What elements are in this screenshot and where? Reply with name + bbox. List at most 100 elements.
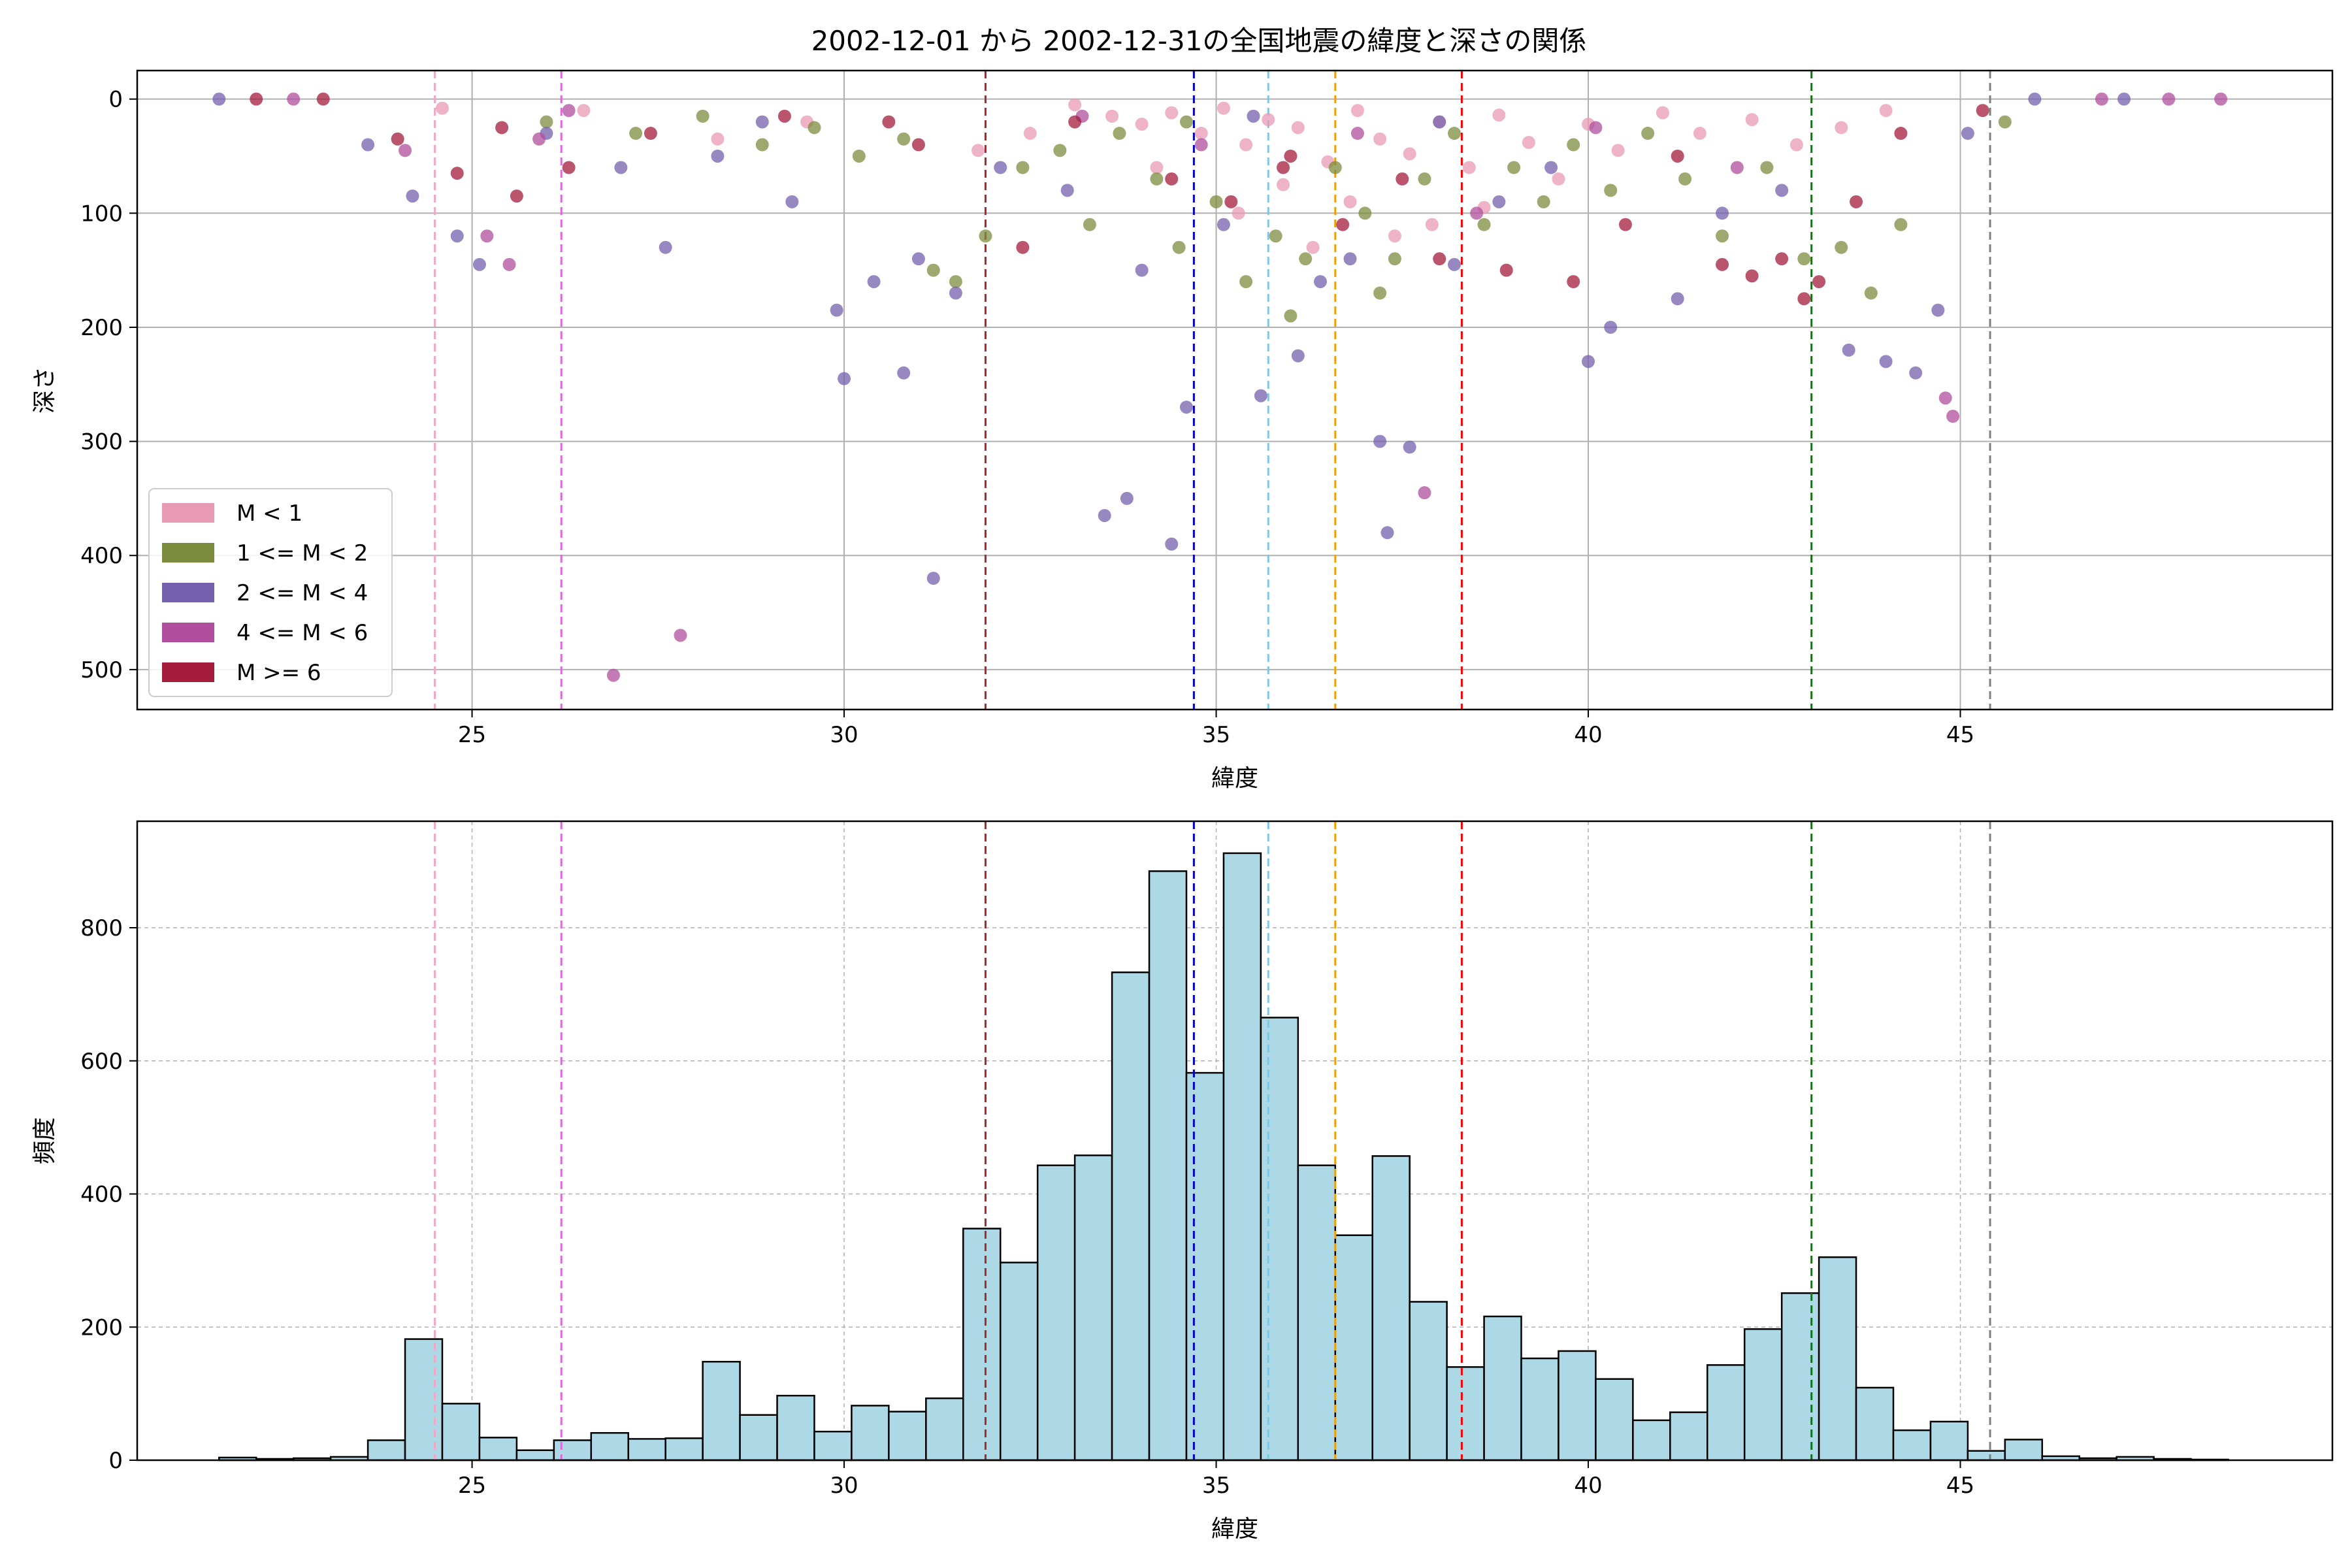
scatter-point (1299, 252, 1313, 266)
scatter-point (777, 109, 791, 123)
scatter-point (614, 161, 628, 174)
scatter-point (1209, 195, 1223, 208)
scatter-point (911, 138, 925, 152)
scatter-point (1068, 115, 1082, 129)
scatter-point (926, 572, 940, 585)
histogram-bar (1818, 1256, 1857, 1462)
scatter-point (406, 189, 419, 203)
scatter-point (1671, 149, 1684, 163)
scatter-point (1477, 218, 1491, 231)
scatter-point (696, 109, 710, 123)
histogram-bar (1334, 1234, 1373, 1462)
scatter-point (2095, 92, 2108, 106)
scatter-point (1499, 263, 1513, 277)
legend-items: M < 1 1 <= M < 2 2 <= M < 4 4 <= M < 6 M >= … (162, 500, 368, 686)
scatter-point (1931, 303, 1945, 317)
scatter-point (1745, 113, 1759, 127)
scatter-y-axis-label: 深さ (31, 367, 58, 414)
scatter-x-tick-label: 40 (1574, 722, 1602, 748)
scatter-point (1418, 486, 1431, 500)
scatter-point (502, 257, 516, 271)
scatter-point (674, 629, 687, 642)
scatter-point (1894, 127, 1908, 140)
legend-swatch (162, 583, 214, 602)
scatter-point (1194, 127, 1208, 140)
scatter-point (979, 229, 992, 243)
scatter-point (1262, 113, 1275, 127)
histogram-bar (1111, 972, 1151, 1462)
scatter-point (510, 189, 523, 203)
scatter-point (659, 240, 672, 254)
scatter-point (1247, 109, 1260, 123)
scatter-x-tick-label: 25 (458, 722, 486, 748)
scatter-point (1403, 440, 1416, 454)
scatter-point (1797, 292, 1811, 306)
histogram-bar (1446, 1366, 1485, 1462)
histogram-bar (888, 1411, 927, 1462)
histogram-y-tick-label: 600 (80, 1049, 123, 1075)
scatter-point (1277, 161, 1290, 174)
histogram-bar (1409, 1301, 1448, 1462)
scatter-point (1582, 355, 1595, 368)
scatter-series-4 (250, 92, 1989, 306)
scatter-point (1641, 127, 1655, 140)
legend-label: 2 <= M < 4 (237, 580, 368, 606)
scatter-point (1537, 195, 1550, 208)
legend-label: 1 <= M < 2 (237, 540, 368, 566)
scatter-point (1418, 172, 1431, 186)
scatter-point (1120, 491, 1134, 505)
scatter-point (1343, 252, 1357, 266)
scatter-point (1135, 118, 1149, 131)
scatter-y-tick-label: 0 (108, 87, 123, 113)
histogram-bar (404, 1338, 444, 1462)
scatter-point (1425, 218, 1439, 231)
scatter-y-tick-label: 300 (80, 429, 123, 455)
scatter-y-tick-label: 200 (80, 315, 123, 341)
scatter-x-ticks: 25 30 35 40 45 (458, 710, 1974, 748)
scatter-point (1373, 434, 1387, 448)
scatter-point (1835, 240, 1848, 254)
scatter-point (838, 372, 851, 385)
scatter-point (1775, 184, 1789, 197)
scatter-point (1239, 138, 1253, 152)
scatter-point (1998, 115, 2012, 129)
histogram-bar (1185, 1071, 1225, 1462)
scatter-point (972, 144, 985, 157)
scatter-point (316, 92, 330, 106)
scatter-point (1760, 161, 1774, 174)
scatter-point (1879, 104, 1893, 118)
histogram-bar (1967, 1450, 2006, 1462)
scatter-point (1306, 240, 1320, 254)
scatter-point (629, 127, 643, 140)
scatter-x-tick-label: 35 (1202, 722, 1230, 748)
scatter-point (897, 132, 911, 146)
scatter-point (1552, 172, 1565, 186)
histogram-bar (1780, 1292, 1820, 1462)
histogram-bar (1743, 1328, 1783, 1462)
scatter-y-tick-label: 100 (80, 201, 123, 227)
histogram-bar (1892, 1429, 1932, 1462)
histogram-bar (1222, 852, 1262, 1462)
histogram-bar (1707, 1364, 1746, 1462)
scatter-point (480, 229, 494, 243)
scatter-point (1716, 206, 1729, 220)
histogram-bar (1669, 1411, 1708, 1462)
scatter-x-axis-label: 緯度 (1211, 765, 1258, 792)
scatter-point (1053, 144, 1067, 157)
scatter-point (562, 104, 576, 118)
histogram-bar (739, 1414, 778, 1462)
histogram-x-ticks: 25 30 35 40 45 (458, 1460, 1974, 1499)
scatter-point (1544, 161, 1558, 174)
scatter-y-ticks: 0 100 200 300 400 500 (80, 87, 137, 683)
histogram-bar (1632, 1419, 1671, 1462)
scatter-point (1150, 161, 1164, 174)
histogram-bar (627, 1438, 666, 1462)
scatter-point (1179, 115, 1193, 129)
scatter-point (1217, 101, 1230, 115)
scatter-point (1388, 229, 1401, 243)
scatter-point (1716, 257, 1729, 271)
histogram-bar (2004, 1439, 2044, 1462)
scatter-point (1135, 263, 1149, 277)
histogram-bar (1595, 1378, 1634, 1462)
scatter-point (1678, 172, 1692, 186)
